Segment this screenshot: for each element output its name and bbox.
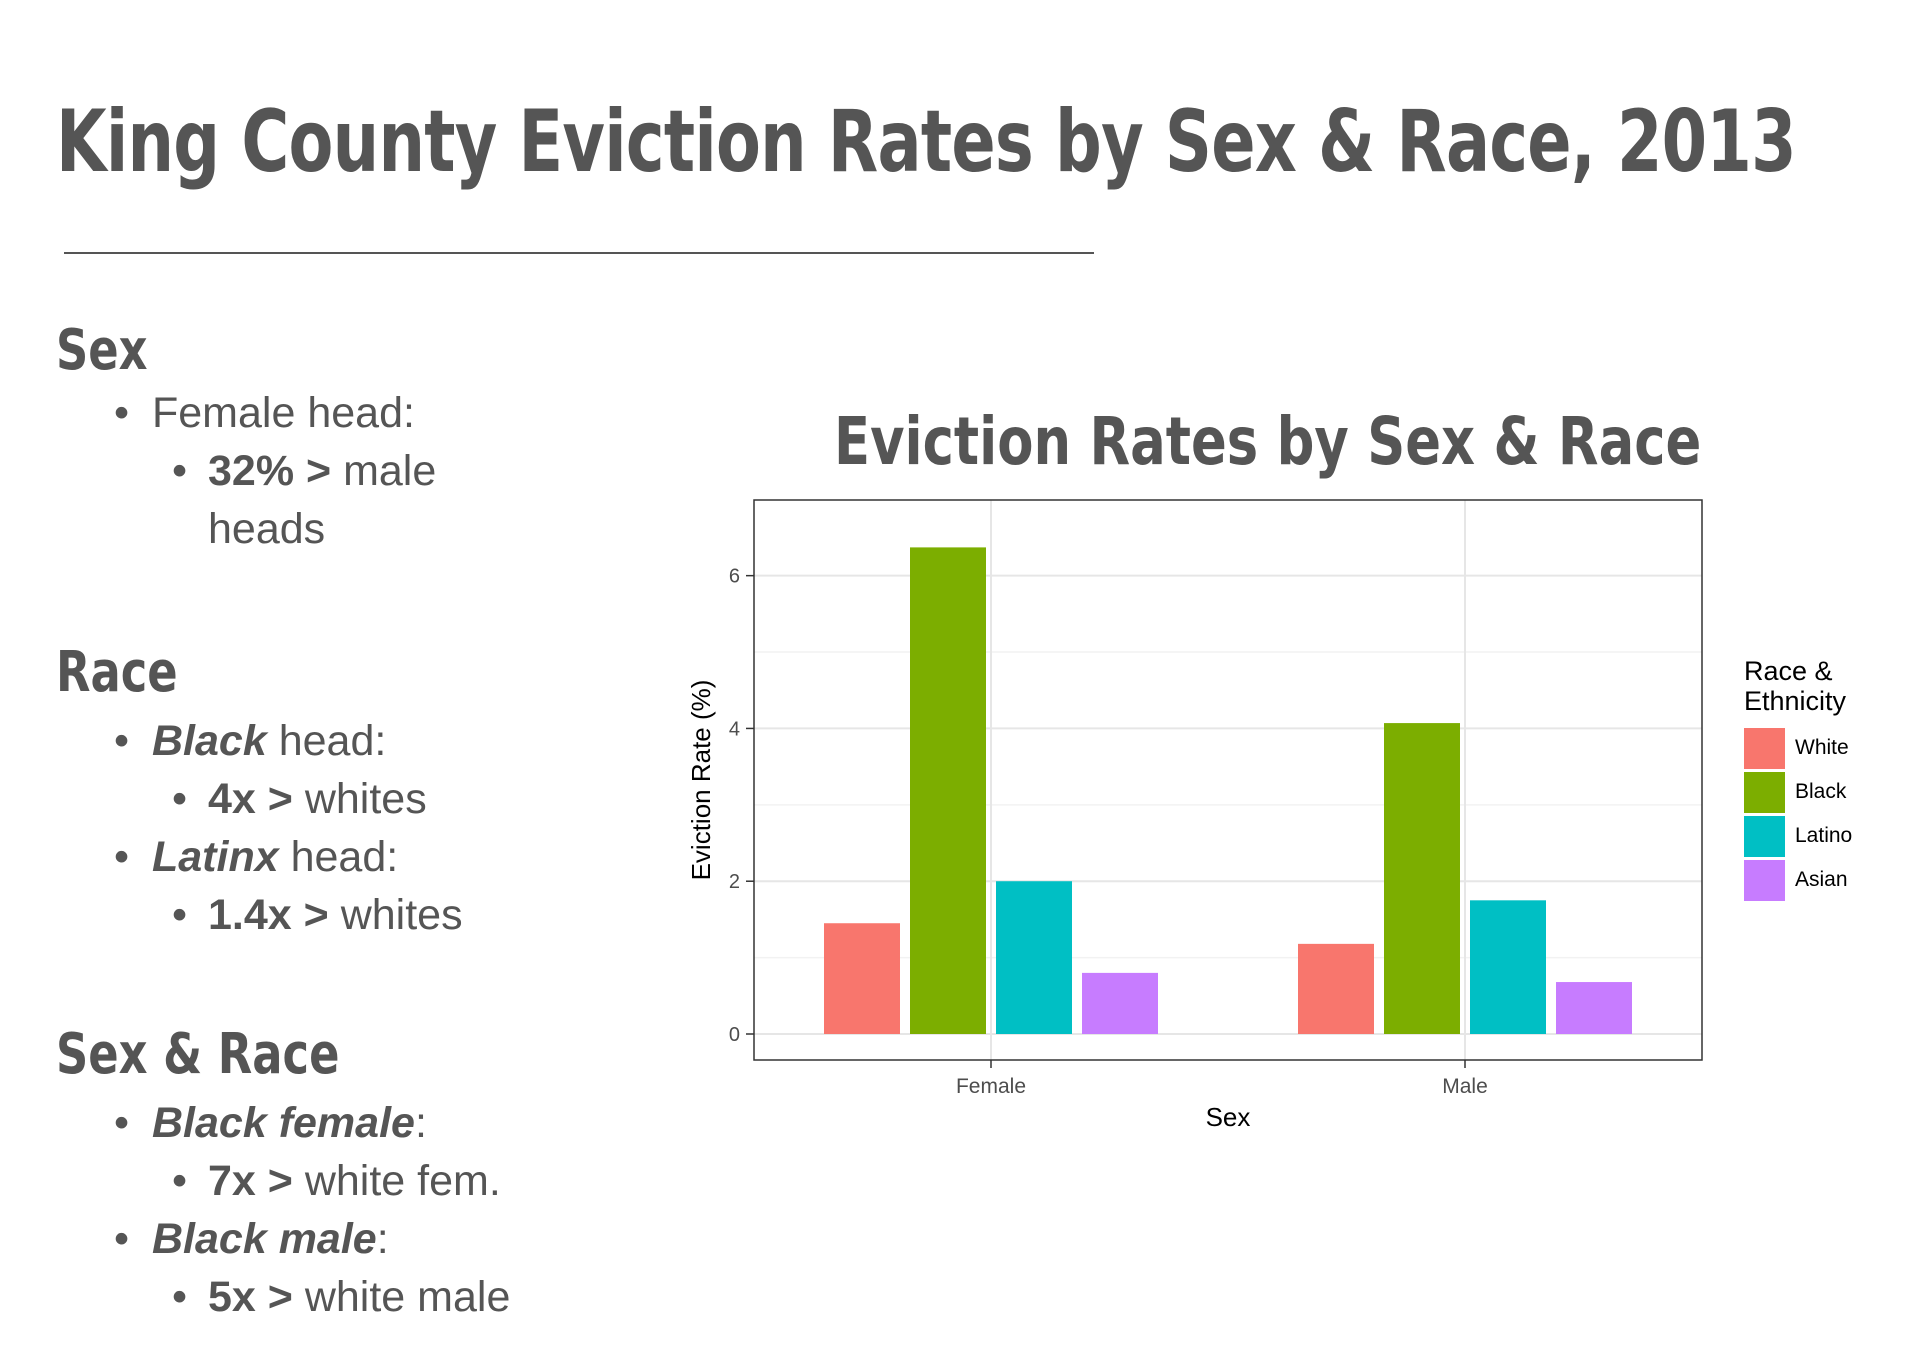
- y-tick-label: 2: [729, 871, 740, 893]
- chart-legend: Race & Ethnicity White Black Latino Asian: [1744, 656, 1852, 902]
- bullet-7x-white-fem: • 7x > white fem.: [172, 1152, 501, 1210]
- bar-asian-male: [1556, 982, 1632, 1034]
- bullet-1-4x-whites: • 1.4x > whites: [172, 886, 463, 944]
- bar-black-female: [910, 547, 986, 1034]
- bullet-black-head: • Black head:: [114, 712, 386, 770]
- bullet-32-percent: • 32% > male: [172, 442, 436, 500]
- legend-item-latino: Latino: [1744, 814, 1852, 858]
- bar-asian-female: [1082, 972, 1158, 1034]
- y-tick-label: 6: [729, 566, 740, 588]
- bullet-black-female: • Black female:: [114, 1094, 427, 1152]
- legend-item-asian: Asian: [1744, 858, 1852, 902]
- bullet-32-percent-continued: heads: [208, 505, 326, 553]
- bullet-black-male: • Black male:: [114, 1210, 389, 1268]
- legend-items: White Black Latino Asian: [1744, 726, 1852, 902]
- legend-swatch: [1744, 859, 1785, 901]
- x-axis-title: Sex: [1206, 1102, 1251, 1132]
- bullet-4x-whites: • 4x > whites: [172, 770, 427, 828]
- section-heading-sex-and-race: Sex & Race: [56, 1022, 340, 1087]
- legend-swatch: [1744, 771, 1785, 813]
- legend-swatch: [1744, 727, 1785, 769]
- legend-item-black: Black: [1744, 770, 1852, 814]
- x-tick-label-male: Male: [1442, 1075, 1488, 1098]
- bar-white-male: [1298, 943, 1374, 1034]
- legend-label: Latino: [1795, 824, 1853, 847]
- bullet-latinx-head: • Latinx head:: [114, 828, 398, 886]
- section-heading-sex: Sex: [56, 318, 148, 383]
- legend-label: White: [1795, 736, 1849, 759]
- bullet-dot: •: [172, 447, 188, 495]
- bullet-dot: •: [114, 1099, 130, 1147]
- legend-swatch: [1744, 815, 1785, 857]
- bar-black-male: [1384, 723, 1460, 1034]
- bullet-dot: •: [114, 717, 130, 765]
- legend-item-white: White: [1744, 726, 1852, 770]
- bullet-female-head: • Female head:: [114, 384, 415, 442]
- y-axis-title: Eviction Rate (%): [686, 680, 716, 881]
- bar-latino-male: [1470, 900, 1546, 1034]
- bullet-dot: •: [172, 775, 188, 823]
- legend-title: Race & Ethnicity: [1744, 656, 1847, 716]
- bullet-5x-white-male: • 5x > white male: [172, 1268, 510, 1326]
- y-tick-label: 4: [729, 718, 740, 740]
- bullet-dot: •: [172, 1157, 188, 1205]
- bullet-dot: •: [114, 1215, 130, 1263]
- section-heading-race: Race: [56, 640, 178, 705]
- chart-title: Eviction Rates by Sex & Race: [834, 403, 1702, 480]
- slide-title: King County Eviction Rates by Sex & Race…: [56, 92, 1797, 192]
- bar-latino-female: [996, 881, 1072, 1034]
- legend-label: Asian: [1795, 868, 1848, 891]
- bullet-dot: •: [114, 389, 130, 437]
- y-tick-label: 0: [729, 1024, 740, 1046]
- bar-white-female: [824, 923, 900, 1034]
- bullet-dot: •: [172, 1273, 188, 1321]
- plot-panel-border: [753, 499, 1703, 1061]
- title-divider: [64, 252, 1094, 254]
- bullet-dot: •: [172, 891, 188, 939]
- legend-label: Black: [1795, 780, 1847, 803]
- bullet-dot: •: [114, 833, 130, 881]
- x-tick-label-female: Female: [956, 1075, 1026, 1098]
